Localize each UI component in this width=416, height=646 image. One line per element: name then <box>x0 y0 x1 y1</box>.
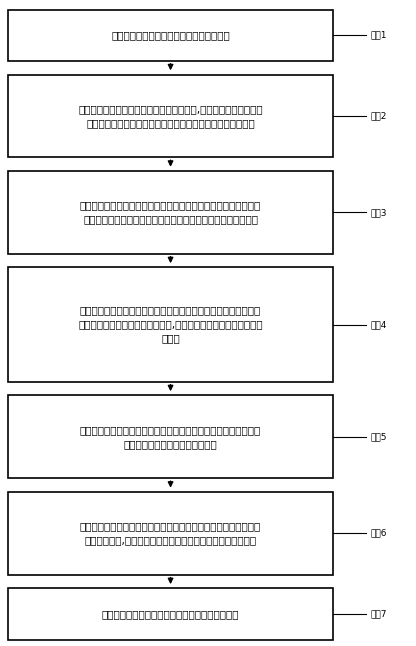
Bar <box>8 74 333 158</box>
Text: 步骤7: 步骤7 <box>370 609 387 618</box>
Text: 步骤4: 步骤4 <box>370 320 386 329</box>
Text: 监控主站根据设定的巡检要求和巡检规则对远动通信网关机进行远
程巡检，结合异常状况专家知识库,判断各巡检项是否正常，得出巡
检结果: 监控主站根据设定的巡检要求和巡检规则对远动通信网关机进行远 程巡检，结合异常状况… <box>78 306 263 344</box>
Text: 监控主站根据需求对远动通信网关机进行远程维护: 监控主站根据需求对远动通信网关机进行远程维护 <box>102 609 239 619</box>
Bar <box>8 589 333 640</box>
Bar <box>8 171 333 254</box>
Bar <box>8 267 333 382</box>
Text: 监控主站根据巡检结果综合分析评估远动通信网关机的当前运行状
态，生成巡检报告并存储巡检信息: 监控主站根据巡检结果综合分析评估远动通信网关机的当前运行状 态，生成巡检报告并存… <box>80 425 261 449</box>
Text: 建立监控主站与远动通信网关机之间的连接: 建立监控主站与远动通信网关机之间的连接 <box>111 30 230 40</box>
Text: 步骤1: 步骤1 <box>370 31 387 40</box>
Text: 步骤2: 步骤2 <box>370 112 386 120</box>
Text: 监控主站根据实时监测的远动通信网关机的状态信息和告警信息，
以及远程调取的配置信息和运行日志，构建异常状况专家知识库: 监控主站根据实时监测的远动通信网关机的状态信息和告警信息， 以及远程调取的配置信… <box>80 200 261 224</box>
Text: 步骤3: 步骤3 <box>370 208 387 217</box>
Text: 监控主站根据远动通信网关机的告警信息和巡检信息，结合异常状
况专家知识库,给出对远动通信网关机进行维护的辅助决策建议: 监控主站根据远动通信网关机的告警信息和巡检信息，结合异常状 况专家知识库,给出对… <box>80 521 261 545</box>
Bar <box>8 492 333 575</box>
Text: 步骤6: 步骤6 <box>370 529 387 537</box>
Text: 步骤5: 步骤5 <box>370 432 387 441</box>
Bar <box>8 10 333 61</box>
Bar <box>8 395 333 478</box>
Text: 监控主站实时监测远动通信网关机运行状态,获得状态信息和告警信
息，并可根据需求调取远动通信网关机的配置信息和运行日志: 监控主站实时监测远动通信网关机运行状态,获得状态信息和告警信 息，并可根据需求调… <box>78 104 263 128</box>
